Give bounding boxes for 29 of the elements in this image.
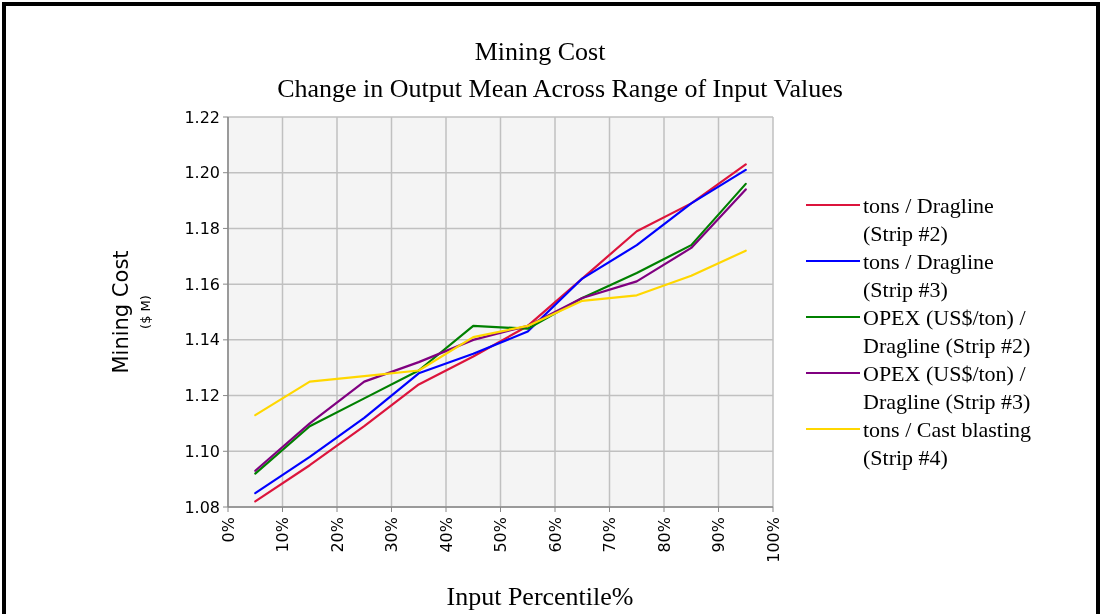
legend-label: OPEX (US$/ton) / Dragline (Strip #3) <box>863 360 1031 414</box>
y-tick-label: 1.18 <box>184 218 220 238</box>
y-axis-title: Mining Cost ($ M) <box>109 250 153 374</box>
x-tick-label: 80% <box>654 517 674 553</box>
x-tick-label: 40% <box>436 517 456 553</box>
legend-label: tons / Dragline (Strip #2) <box>863 192 994 246</box>
x-tick-label: 20% <box>327 517 347 553</box>
legend-label: tons / Dragline (Strip #3) <box>863 248 994 302</box>
x-tick-label: 10% <box>273 517 292 553</box>
x-axis-title: Input Percentile% <box>446 582 634 611</box>
x-tick-label: 30% <box>382 517 401 553</box>
chart-title: Mining Cost <box>474 37 607 66</box>
x-tick-label: 60% <box>545 517 565 553</box>
x-tick-label: 90% <box>709 517 728 553</box>
x-tick-label: 70% <box>600 517 619 553</box>
legend-label: tons / Cast blasting (Strip #4) <box>863 416 1032 470</box>
y-tick-label: 1.10 <box>184 441 220 461</box>
y-tick-label: 1.14 <box>184 330 220 350</box>
y-tick-label: 1.12 <box>184 386 220 406</box>
legend-label: OPEX (US$/ton) / Dragline (Strip #2) <box>863 304 1031 358</box>
x-tick-label: 100% <box>763 517 783 563</box>
chart-subtitle: Change in Output Mean Across Range of Input Values <box>277 74 843 103</box>
y-tick-label: 1.08 <box>184 497 220 517</box>
x-tick-label: 0% <box>218 517 238 543</box>
y-tick-label: 1.16 <box>184 274 220 294</box>
y-tick-label: 1.22 <box>184 107 220 127</box>
y-tick-label: 1.20 <box>184 163 220 183</box>
x-tick-label: 50% <box>491 517 510 553</box>
line-series <box>254 249 747 417</box>
